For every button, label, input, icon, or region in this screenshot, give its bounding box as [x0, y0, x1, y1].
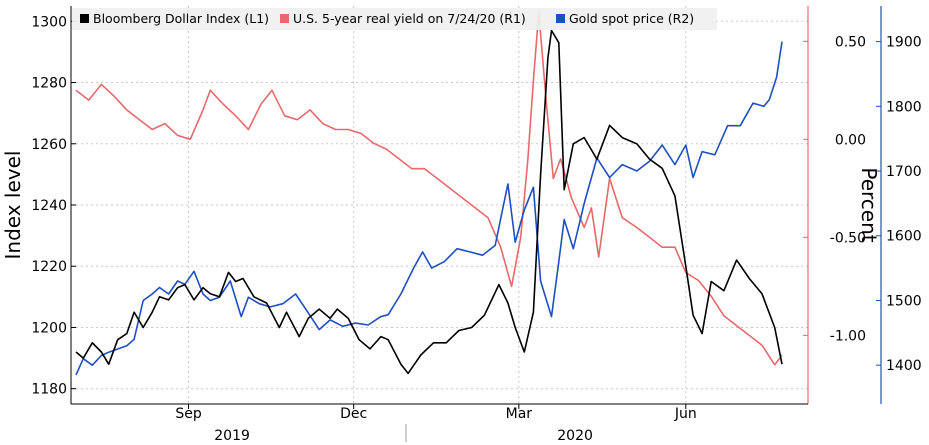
right2-axis-tick-label: 1400	[886, 358, 922, 374]
real-yield-line	[75, 11, 783, 366]
right2-axis-tick-label: 1800	[886, 99, 922, 115]
left-axis-tick-label: 1180	[31, 382, 67, 398]
gold-price-line	[75, 41, 783, 376]
right1-axis-tick-label: -0.50	[830, 230, 866, 246]
right2-axis-tick-label: 1900	[886, 35, 922, 51]
axes: 1180 1200 1220 1240 1260 1280 1300 Index level -…	[1, 6, 922, 444]
left-axis-tick-label: 1300	[31, 14, 67, 30]
dollar-index-line	[75, 29, 783, 375]
right1-axis-tick-label: -1.00	[830, 328, 866, 344]
right1-axis-tick-label: 0.00	[835, 132, 866, 148]
left-axis-tick-label: 1260	[31, 137, 67, 153]
x-axis-tick-label: Jun	[674, 406, 697, 422]
legend-label-gold: Gold spot price (R2)	[569, 11, 694, 26]
right2-axis-tick-label: 1600	[886, 229, 922, 245]
left-axis-tick-label: 1200	[31, 320, 67, 336]
legend-box	[72, 8, 717, 30]
right1-axis-tick-label: 0.50	[835, 34, 866, 50]
series-lines	[75, 11, 783, 376]
right2-axis-tick-label: 1500	[886, 293, 922, 309]
right2-axis-tick-label: 1700	[886, 164, 922, 180]
left-axis-tick-label: 1240	[31, 198, 67, 214]
x-axis-year-label: 2020	[557, 428, 593, 444]
left-axis-tick-label: 1280	[31, 76, 67, 92]
x-axis-tick-label: Mar	[506, 406, 533, 422]
right1-axis-title: Percent	[857, 167, 881, 242]
legend-label-dollar-index: Bloomberg Dollar Index (L1)	[93, 11, 269, 26]
legend-swatch-real-yield	[280, 14, 289, 23]
left-axis-tick-label: 1220	[31, 259, 67, 275]
left-axis-title: Index level	[1, 151, 25, 260]
legend: Bloomberg Dollar Index (L1) U.S. 5-year r…	[72, 8, 717, 30]
legend-swatch-dollar-index	[80, 14, 89, 23]
x-axis-year-label: 2019	[214, 428, 250, 444]
x-axis-tick-label: Sep	[175, 406, 202, 422]
grid-lines	[71, 6, 808, 404]
legend-label-real-yield: U.S. 5-year real yield on 7/24/20 (R1)	[293, 11, 526, 26]
legend-swatch-gold	[556, 14, 565, 23]
x-axis-tick-label: Dec	[340, 406, 367, 422]
